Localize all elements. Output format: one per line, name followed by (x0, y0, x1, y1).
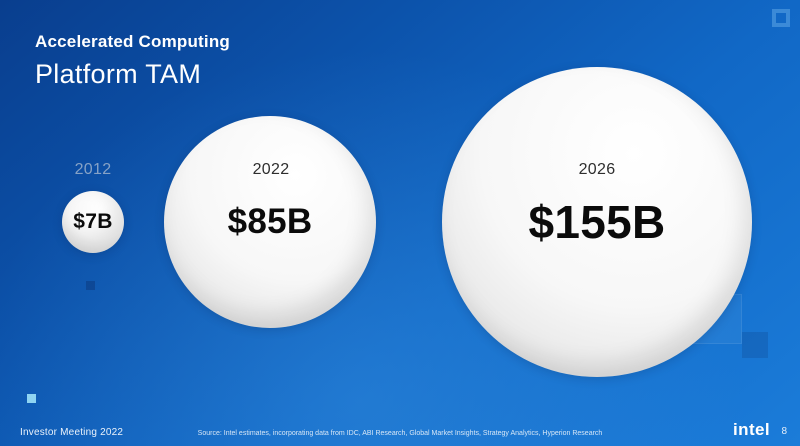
slide-title-line1: Accelerated Computing (35, 32, 231, 51)
bubble-2026: $155B (442, 67, 752, 377)
bubble-value-2022: $85B (227, 202, 313, 241)
decorative-cyan-square (27, 394, 36, 403)
footer-event-label: Investor Meeting 2022 (20, 427, 124, 438)
footer-source-text: Source: Intel estimates, incorporating d… (197, 430, 603, 437)
decorative-square (86, 281, 95, 290)
year-label-2026: 2026 (578, 161, 616, 178)
intel-logo: intel (733, 420, 770, 439)
year-label-2012: 2012 (74, 161, 112, 178)
year-label-2022: 2022 (252, 161, 290, 178)
decorative-square (742, 332, 768, 358)
bubble-2022: $85B (164, 116, 376, 328)
slide-title-line2: Platform TAM (35, 59, 202, 89)
bubble-2012: $7B (62, 191, 124, 253)
bubble-value-2026: $155B (528, 196, 666, 248)
bubble-value-2012: $7B (73, 210, 113, 233)
page-number: 8 (781, 426, 787, 437)
slide-title-block: Accelerated Computing Platform TAM (35, 32, 230, 90)
decorative-outline-square (772, 9, 790, 27)
